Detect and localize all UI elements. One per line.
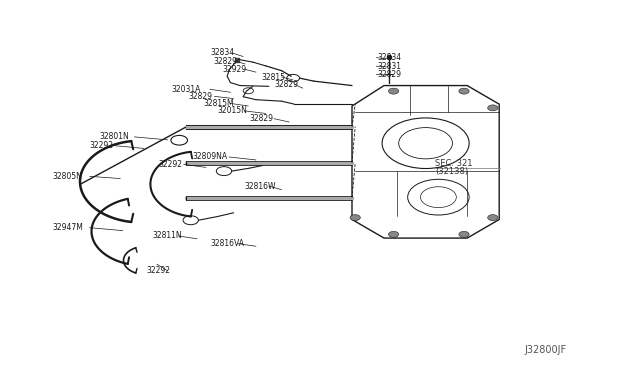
Text: 32801N: 32801N	[99, 132, 129, 141]
Text: 32829: 32829	[189, 92, 212, 101]
Text: 32815M: 32815M	[204, 99, 234, 108]
Text: 32292: 32292	[90, 141, 114, 150]
Text: 32947M: 32947M	[52, 223, 83, 232]
Text: 32031A: 32031A	[172, 85, 201, 94]
Text: 32829: 32829	[250, 114, 274, 123]
Text: 32811N: 32811N	[152, 231, 182, 240]
Circle shape	[388, 88, 399, 94]
Text: (32138): (32138)	[435, 167, 468, 176]
Text: 32834: 32834	[210, 48, 234, 57]
Circle shape	[388, 231, 399, 237]
Circle shape	[459, 88, 469, 94]
Text: 32805N: 32805N	[52, 172, 83, 181]
Text: 32816VA: 32816VA	[210, 239, 244, 248]
Text: 32292: 32292	[159, 160, 183, 169]
Text: SEC. 321: SEC. 321	[435, 159, 473, 168]
Text: 32831: 32831	[378, 62, 402, 71]
Text: 32809NA: 32809NA	[192, 153, 227, 161]
Text: J32800JF: J32800JF	[525, 345, 567, 355]
Circle shape	[459, 231, 469, 237]
Circle shape	[488, 215, 498, 221]
Text: 32816W: 32816W	[244, 182, 276, 190]
Circle shape	[488, 105, 498, 111]
Text: 32292: 32292	[146, 266, 170, 275]
Text: 32929: 32929	[223, 65, 247, 74]
Text: 32015N: 32015N	[218, 106, 248, 115]
Text: 32829: 32829	[213, 57, 237, 65]
Text: 32834: 32834	[378, 53, 402, 62]
Text: 32815: 32815	[261, 73, 285, 81]
Circle shape	[350, 215, 360, 221]
Text: 32829: 32829	[378, 70, 402, 79]
Text: 32829: 32829	[274, 80, 298, 89]
